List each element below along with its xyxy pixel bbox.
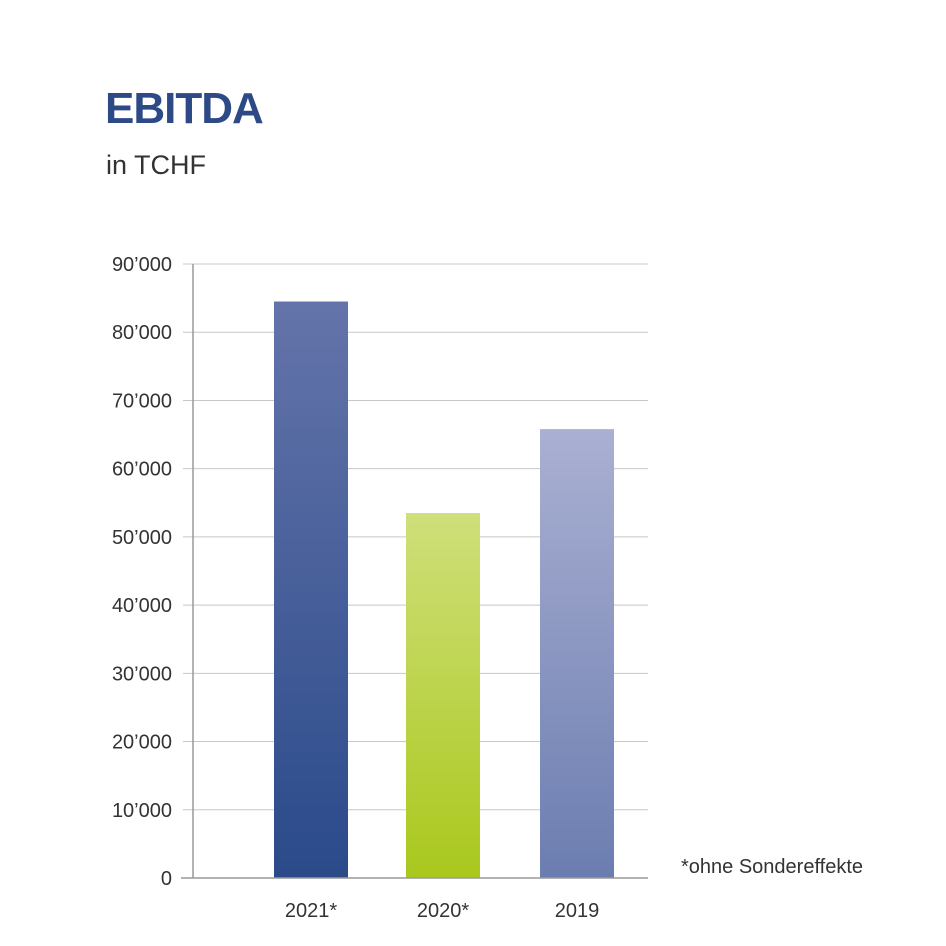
tick-labels: 0 10’000 20’000 30’000 40’000 50’000 60’000 70’… (112, 254, 599, 922)
bars (274, 301, 614, 878)
footnote-annotation: *ohne Sondereffekte (681, 856, 864, 878)
bar-2021 (274, 301, 348, 878)
y-tick-label: 90’000 (112, 254, 172, 276)
bar-2019 (540, 429, 614, 878)
y-tick-label: 60’000 (112, 459, 172, 481)
y-tick-label: 80’000 (112, 322, 172, 344)
y-tick-label: 30’000 (112, 663, 172, 685)
axes (181, 264, 648, 879)
chart-title: EBITDA (105, 84, 264, 133)
y-tick-label: 40’000 (112, 595, 172, 617)
x-tick-label: 2021* (285, 900, 337, 922)
bar-2020 (406, 513, 480, 878)
y-tick-label: 0 (161, 868, 172, 890)
y-tick-label: 70’000 (112, 390, 172, 412)
x-tick-label: 2019 (555, 900, 600, 922)
y-tick-label: 50’000 (112, 527, 172, 549)
x-tick-label: 2020* (417, 900, 469, 922)
chart-subtitle: in TCHF (106, 150, 207, 180)
y-tick-label: 10’000 (112, 800, 172, 822)
y-tick-label: 20’000 (112, 732, 172, 754)
